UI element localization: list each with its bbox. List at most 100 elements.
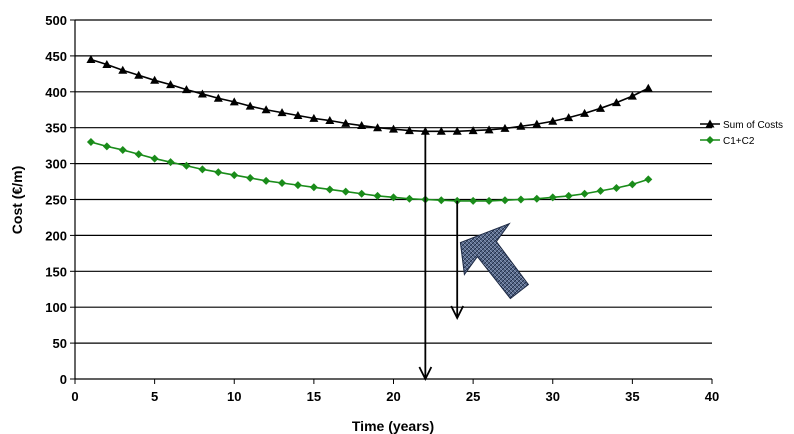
data-point bbox=[405, 194, 414, 203]
series-0 bbox=[86, 54, 653, 135]
data-point bbox=[118, 145, 127, 154]
data-point bbox=[86, 138, 95, 147]
series-layer bbox=[86, 54, 653, 205]
highlight-block-arrow bbox=[459, 222, 530, 300]
y-tick-label: 500 bbox=[45, 13, 67, 28]
legend-label: Sum of Costs bbox=[723, 120, 783, 131]
data-point bbox=[166, 158, 175, 167]
data-point bbox=[262, 176, 271, 185]
y-tick-label: 50 bbox=[53, 336, 67, 351]
data-point bbox=[213, 93, 223, 102]
data-point bbox=[214, 168, 223, 177]
x-tick-label: 20 bbox=[386, 389, 400, 404]
axes bbox=[70, 19, 713, 384]
x-tick-label: 0 bbox=[71, 389, 78, 404]
data-point bbox=[628, 180, 637, 189]
x-tick-label: 30 bbox=[546, 389, 560, 404]
x-tick-label: 40 bbox=[705, 389, 719, 404]
data-point bbox=[341, 187, 350, 196]
data-point bbox=[134, 150, 143, 159]
data-point bbox=[357, 189, 366, 198]
legend-entry-0: Sum of Costs bbox=[700, 119, 783, 131]
y-tick-label: 350 bbox=[45, 121, 67, 136]
data-point bbox=[181, 85, 191, 94]
annotations bbox=[418, 131, 530, 382]
legend-entry-1: C1+C2 bbox=[700, 136, 755, 147]
data-point bbox=[246, 173, 255, 182]
data-point bbox=[580, 108, 590, 117]
data-point bbox=[197, 89, 207, 98]
data-point bbox=[596, 103, 606, 112]
data-point bbox=[564, 191, 573, 200]
data-point bbox=[341, 118, 351, 127]
data-point bbox=[182, 161, 191, 170]
data-point bbox=[86, 54, 96, 63]
annotation-arrow-head bbox=[450, 305, 465, 320]
data-point bbox=[580, 189, 589, 198]
y-tick-label: 100 bbox=[45, 300, 67, 315]
series-line bbox=[90, 141, 649, 202]
data-point bbox=[500, 123, 510, 132]
y-tick-label: 450 bbox=[45, 49, 67, 64]
data-point bbox=[229, 97, 239, 106]
y-tick-label: 0 bbox=[60, 372, 67, 387]
legend-marker bbox=[706, 136, 714, 144]
gridlines bbox=[75, 19, 712, 344]
data-point bbox=[516, 121, 526, 130]
data-point bbox=[548, 116, 558, 125]
data-point bbox=[102, 142, 111, 151]
data-point bbox=[612, 184, 621, 193]
x-tick-label: 35 bbox=[625, 389, 639, 404]
y-axis-title: Cost (€/m) bbox=[9, 166, 25, 234]
data-point bbox=[468, 126, 478, 135]
data-point bbox=[293, 181, 302, 190]
y-tick-label: 250 bbox=[45, 193, 67, 208]
legend: Sum of Costs C1+C2 bbox=[700, 119, 783, 147]
annotation-arrow-head bbox=[418, 366, 433, 382]
y-tick-label: 150 bbox=[45, 264, 67, 279]
data-point bbox=[596, 186, 605, 195]
data-point bbox=[643, 83, 653, 92]
y-tick-label: 300 bbox=[45, 157, 67, 172]
y-tick-label: 200 bbox=[45, 228, 67, 243]
x-tick-label: 25 bbox=[466, 389, 480, 404]
data-point bbox=[230, 171, 239, 180]
data-point bbox=[245, 101, 255, 110]
data-point bbox=[436, 126, 446, 135]
legend-label: C1+C2 bbox=[723, 136, 755, 147]
data-point bbox=[532, 194, 541, 203]
data-point bbox=[357, 121, 367, 130]
data-point bbox=[404, 126, 414, 135]
series-1 bbox=[86, 138, 653, 205]
data-point bbox=[627, 91, 637, 100]
x-tick-label: 5 bbox=[151, 389, 158, 404]
data-point bbox=[134, 70, 144, 79]
data-point bbox=[516, 195, 525, 204]
data-point bbox=[261, 105, 271, 114]
legend-marker bbox=[705, 119, 715, 128]
data-point bbox=[150, 154, 159, 163]
data-point bbox=[437, 196, 446, 205]
y-tick-label: 400 bbox=[45, 85, 67, 100]
data-point bbox=[325, 116, 335, 125]
data-point bbox=[644, 175, 653, 184]
data-point bbox=[548, 193, 557, 202]
data-point bbox=[150, 75, 160, 84]
data-point bbox=[420, 126, 430, 135]
data-point bbox=[389, 124, 398, 133]
data-point bbox=[611, 98, 621, 107]
x-tick-label: 10 bbox=[227, 389, 241, 404]
data-point bbox=[198, 165, 207, 174]
series-line bbox=[90, 58, 649, 133]
data-point bbox=[485, 196, 494, 205]
data-point bbox=[293, 110, 303, 119]
data-point bbox=[278, 178, 287, 187]
x-tick-labels: 0 5 10 15 20 25 30 35 40 bbox=[71, 389, 719, 404]
data-point bbox=[373, 123, 383, 132]
data-point bbox=[325, 185, 334, 194]
data-point bbox=[532, 119, 542, 128]
data-point bbox=[309, 183, 318, 192]
data-point bbox=[277, 108, 287, 117]
data-point bbox=[309, 113, 319, 122]
